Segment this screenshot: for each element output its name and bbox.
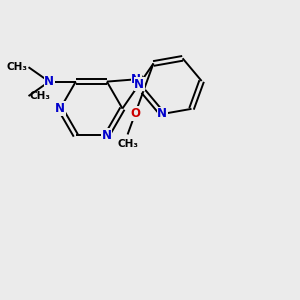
Text: N: N: [157, 107, 167, 121]
Text: N: N: [131, 73, 141, 86]
Text: CH₃: CH₃: [6, 62, 27, 72]
Text: N: N: [134, 78, 144, 91]
Text: N: N: [44, 75, 54, 88]
Text: N: N: [102, 129, 112, 142]
Text: N: N: [55, 102, 65, 115]
Text: CH₃: CH₃: [117, 139, 138, 149]
Text: O: O: [130, 107, 140, 120]
Text: CH₃: CH₃: [30, 91, 51, 101]
